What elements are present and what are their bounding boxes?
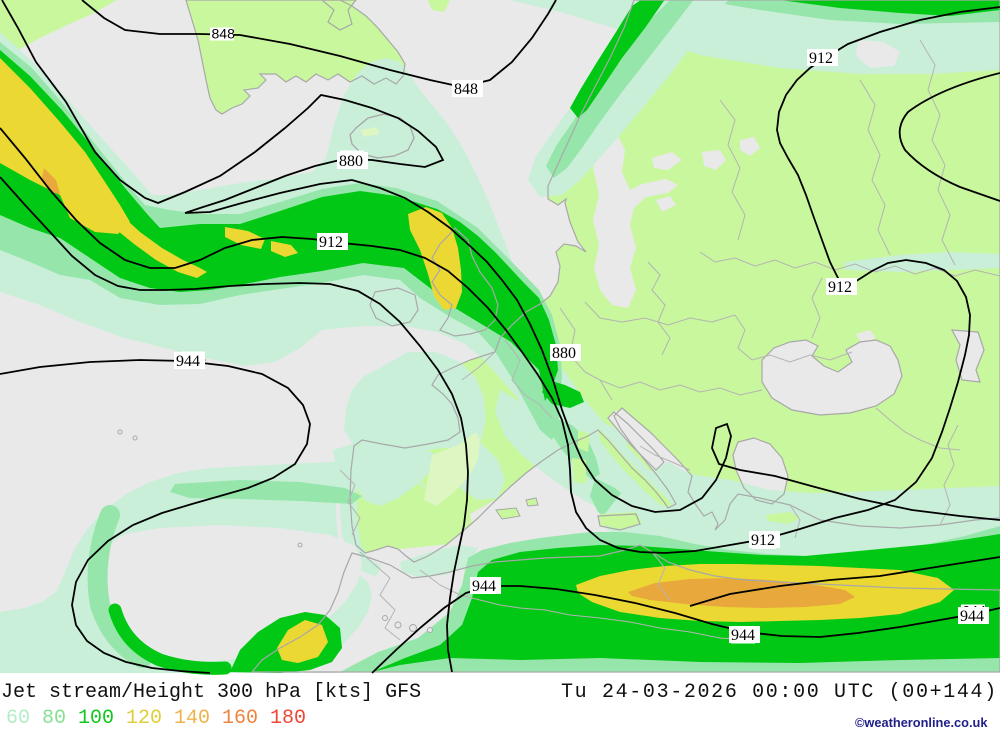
svg-text:944: 944: [731, 627, 755, 644]
svg-text:60: 60: [6, 707, 30, 730]
svg-text:©weatheronline.co.uk: ©weatheronline.co.uk: [855, 715, 988, 730]
svg-text:848: 848: [454, 81, 478, 98]
svg-text:160: 160: [222, 707, 258, 730]
svg-text:944: 944: [472, 578, 496, 595]
svg-text:944: 944: [960, 608, 984, 625]
svg-text:120: 120: [126, 707, 162, 730]
svg-text:Tu 24-03-2026 00:00 UTC (00+14: Tu 24-03-2026 00:00 UTC (00+144): [561, 681, 998, 704]
svg-text:848: 848: [212, 26, 236, 42]
svg-text:912: 912: [319, 234, 343, 251]
svg-text:140: 140: [174, 707, 210, 730]
svg-text:912: 912: [809, 50, 833, 67]
svg-text:912: 912: [828, 279, 852, 296]
svg-text:944: 944: [176, 353, 200, 370]
svg-text:880: 880: [552, 345, 576, 362]
svg-text:80: 80: [42, 707, 66, 730]
svg-text:180: 180: [270, 707, 306, 730]
svg-text:912: 912: [751, 532, 775, 549]
svg-text:100: 100: [78, 707, 114, 730]
svg-text:880: 880: [339, 153, 363, 170]
svg-text:Jet stream/Height 300 hPa [kts: Jet stream/Height 300 hPa [kts] GFS: [1, 681, 421, 704]
